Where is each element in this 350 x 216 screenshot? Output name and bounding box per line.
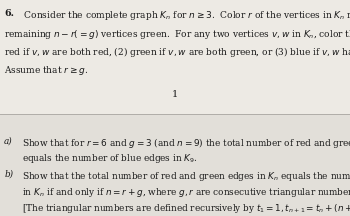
FancyBboxPatch shape — [0, 0, 350, 114]
Text: a): a) — [4, 136, 13, 145]
Text: remaining $n - r(= g)$ vertices green.  For any two vertices $v, w$ in $K_n$, co: remaining $n - r(= g)$ vertices green. F… — [4, 27, 350, 41]
Text: equals the number of blue edges in $K_9$.: equals the number of blue edges in $K_9$… — [22, 152, 197, 165]
Text: b): b) — [4, 170, 13, 179]
Text: 1: 1 — [172, 90, 178, 99]
Text: [The triangular numbers are defined recursively by $t_1 = 1, t_{n+1} = t_n + (n : [The triangular numbers are defined recu… — [22, 202, 350, 215]
FancyBboxPatch shape — [0, 114, 350, 216]
Text: red if $v, w$ are both red, (2) green if $v, w$ are both green, or (3) blue if $: red if $v, w$ are both red, (2) green if… — [4, 45, 350, 59]
Text: Show that the total number of red and green edges in $K_n$ equals the number of : Show that the total number of red and gr… — [22, 170, 350, 183]
Text: Consider the complete graph $K_n$ for $n \geq 3$.  Color $r$ of the vertices in : Consider the complete graph $K_n$ for $n… — [18, 9, 350, 22]
Text: Assume that $r \geq g$.: Assume that $r \geq g$. — [4, 64, 88, 77]
Text: Show that for $r = 6$ and $g = 3$ (and $n = 9$) the total number of red and gree: Show that for $r = 6$ and $g = 3$ (and $… — [22, 136, 350, 150]
Text: 6.: 6. — [4, 9, 14, 18]
Text: in $K_n$ if and only if $n = r + g$, where $g, r$ are consecutive triangular num: in $K_n$ if and only if $n = r + g$, whe… — [22, 186, 350, 199]
